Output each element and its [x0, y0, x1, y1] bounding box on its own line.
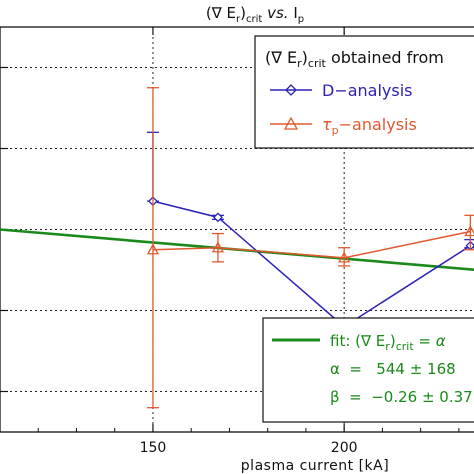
data-point [338, 251, 351, 263]
tick-marks [0, 27, 460, 432]
legend-title: (∇ Er)crit obtained from [265, 48, 444, 70]
fit-alpha: α = 544 ± 168 [330, 360, 456, 378]
series-line [152, 200, 471, 328]
chart-title: (∇ Er)crit vs. Ip [206, 4, 304, 25]
series-line [152, 230, 471, 259]
fit-beta: β = −0.26 ± 0.37 [330, 388, 473, 406]
legend: (∇ Er)crit obtained from D−analysis τp−a… [254, 35, 474, 149]
fit-legend-label: fit: (∇ Er)crit = α [330, 332, 446, 353]
legend-label-d-analysis: D−analysis [322, 81, 413, 100]
x-tick-label: 150 [140, 440, 167, 456]
data-point [211, 241, 225, 253]
x-tick-labels: 150 200 [140, 440, 358, 456]
plot-frame [0, 26, 474, 433]
legend-item-d-analysis: D−analysis [270, 81, 413, 100]
x-axis-label: plasma current [kA] [241, 458, 389, 474]
data-point [146, 243, 160, 255]
legend-marker-d-analysis [285, 84, 297, 96]
legend-item-tau-analysis: τp−analysis [270, 115, 417, 137]
legend-label-tau-analysis: τp−analysis [322, 115, 417, 137]
data-point [213, 212, 223, 223]
data-point [464, 225, 474, 237]
legend-marker-tau-analysis [283, 116, 299, 130]
series-d-analysis [146, 131, 474, 334]
x-tick-label: 200 [331, 440, 358, 456]
series-tau-analysis [146, 87, 474, 409]
fit-legend-box [262, 317, 474, 423]
fit-legend: fit: (∇ Er)crit = α α = 544 ± 168 β = −0… [262, 317, 474, 423]
